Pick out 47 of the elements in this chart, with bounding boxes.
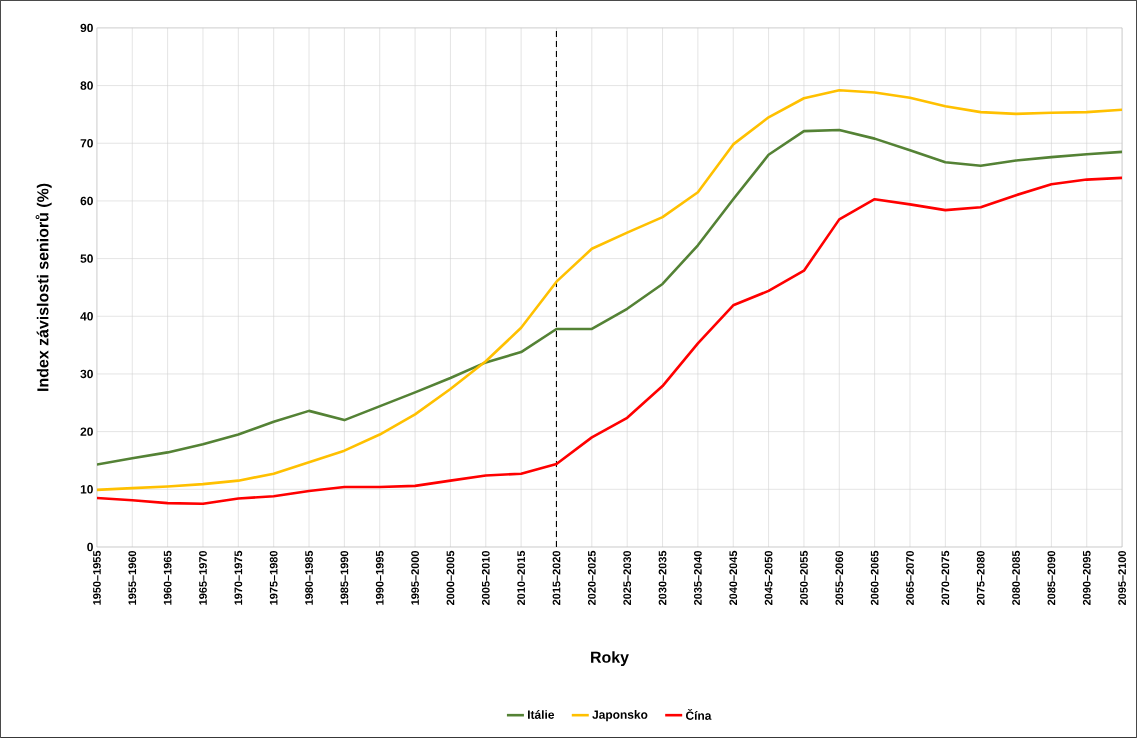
x-tick-label: 2005–2010: [481, 551, 490, 606]
y-tick-label: 30: [80, 369, 93, 379]
legend-label: Japonsko: [592, 710, 648, 722]
x-tick-label: 2055–2060: [835, 551, 844, 606]
x-tick-label: 2015–2020: [552, 551, 561, 606]
x-tick-label: 1990–1995: [375, 550, 384, 605]
x-tick-label: 2010–2015: [517, 550, 526, 606]
x-tick-label: 2030–2035: [658, 550, 667, 606]
y-tick-label: 60: [80, 196, 93, 206]
legend-label: Itálie: [528, 710, 555, 719]
y-tick-label: 50: [80, 254, 93, 263]
x-tick-label: 1985–1990: [340, 551, 349, 605]
x-tick-label: 1960–1965: [163, 550, 172, 605]
x-tick-label: 2040–2045: [729, 550, 738, 606]
x-tick-label: 1995–2000: [411, 551, 419, 605]
x-tick-label: 2065–2070: [906, 551, 914, 606]
x-tick-label: 2050–2055: [800, 550, 808, 606]
x-tick-label: 1955–1960: [128, 551, 137, 605]
x-tick-label: 2025–2030: [623, 551, 632, 606]
x-tick-label: 2095–2100: [1118, 551, 1126, 606]
y-axis-title: Index závislosti seniorů (%): [35, 183, 52, 391]
x-tick-label: 2090–2095: [1082, 550, 1091, 606]
line-series: [96, 88, 1123, 492]
x-tick-label: 2000–2005: [446, 550, 455, 606]
x-tick-label: 2085–2090: [1047, 551, 1056, 606]
y-tick-label: 70: [80, 139, 93, 148]
x-tick-label: 1950–1955: [93, 550, 101, 605]
y-tick-label: 0: [87, 542, 93, 552]
x-tick-label: 1980–1985: [305, 550, 313, 605]
y-tick-label: 20: [80, 427, 93, 436]
y-tick-label: 90: [80, 23, 93, 33]
x-tick-label: 1970–1975: [234, 550, 243, 605]
y-tick-label: 80: [80, 81, 93, 90]
x-tick-label: 2045–2050: [764, 551, 773, 606]
x-tick-label: 1975–1980: [269, 551, 278, 605]
y-tick-label: 10: [80, 485, 93, 494]
x-tick-label: 2060–2065: [870, 550, 879, 606]
x-tick-label: 2070–2075: [941, 550, 950, 606]
x-tick-label: 2080–2085: [1012, 550, 1020, 606]
legend-label: Čína: [685, 709, 712, 720]
x-axis-title: Roky: [591, 651, 629, 667]
x-tick-label: 2075–2080: [976, 551, 985, 606]
x-tick-label: 1965–1970: [199, 551, 207, 605]
x-tick-label: 2020–2025: [587, 550, 596, 606]
y-tick-label: 40: [80, 312, 93, 321]
x-tick-label: 2035–2040: [694, 551, 702, 606]
line-series: [96, 176, 1123, 506]
